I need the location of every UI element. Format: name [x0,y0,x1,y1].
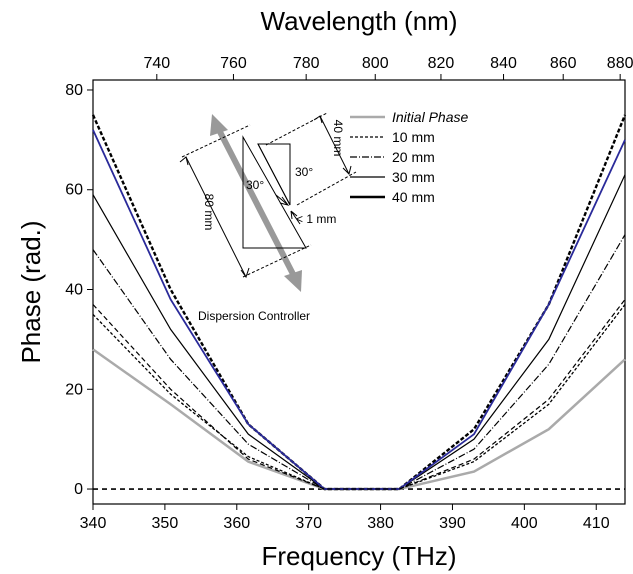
right-prism-edge [257,143,291,206]
series-line-30-mm [92,174,626,490]
plot-frame [92,79,626,505]
top-tick-label: 860 [550,55,577,72]
top-tick-label: 820 [428,55,455,72]
legend-label-10mm: 10 mm [392,129,435,145]
x-tick-label: 350 [152,515,179,532]
label-angle-left: 30° [246,178,264,192]
label-dispersion-controller: Dispersion Controller [198,309,310,323]
dim-80mm-top-extension [181,124,251,158]
y-tick-label: 0 [74,481,83,498]
gap-arrow-lower [290,210,301,225]
x-tick-label: 400 [511,515,538,532]
series-line-unlabeled-5 [92,129,626,490]
gap-arrow-upper [275,194,290,206]
x-tick-label: 340 [80,515,107,532]
dim-80mm-arrow-top [179,156,189,166]
dim-40mm-arrow-bottom [342,165,352,175]
top-tick-label: 840 [490,55,517,72]
y-tick-label: 20 [65,381,83,398]
y-tick-label: 60 [65,182,83,199]
x-axis-ticks: 340 350 360 370 380 390 400 410 [80,504,610,532]
series-line-unlabeled-6 [92,299,626,490]
dispersion-controller-inset: 80 mm 40 mm < 1 mm 30° 30° Dispersion Co… [179,112,357,323]
top-tick-label: 780 [293,55,320,72]
top-tick-label: 800 [362,55,389,72]
y-tick-label: 80 [65,82,83,99]
x-tick-label: 370 [295,515,322,532]
series-line-20-mm [92,234,626,490]
top-tick-label: 760 [220,55,247,72]
dim-40mm-line [319,115,350,175]
label-angle-right: 30° [295,165,313,179]
series-line-initial-phase [92,348,626,491]
top-axis-ticks: 740 760 780 800 820 840 860 880 [143,55,633,80]
top-tick-label: 880 [607,55,633,72]
dim-80mm-arrow-bottom [240,267,250,279]
beam-arrow-head-bottom [284,270,302,292]
label-1mm: < 1 mm [296,212,336,226]
left-prism [242,135,307,249]
dim-80mm-line [185,156,247,278]
beam-arrow-head-top [210,114,228,136]
legend-label-initial-phase: Initial Phase [392,109,468,125]
dim-80mm-bottom-extension [242,244,312,278]
legend: Initial Phase 10 mm 20 mm 30 mm 40 mm [350,109,468,205]
top-tick-label: 740 [143,55,170,72]
label-80mm: 80 mm [202,194,216,231]
beam-arrow-shaft [215,126,298,280]
y-axis-title: Phase (rad.) [16,220,46,363]
legend-label-40mm: 40 mm [392,189,435,205]
x-tick-label: 410 [583,515,610,532]
y-axis-ticks: 0 20 40 60 80 [65,82,93,498]
legend-label-20mm: 20 mm [392,149,435,165]
series-lines [91,114,627,491]
x-tick-label: 390 [439,515,466,532]
x-tick-label: 360 [223,515,250,532]
y-tick-label: 40 [65,282,83,299]
x-tick-label: 380 [367,515,394,532]
dim-40mm-arrow-top [313,115,323,124]
label-40mm: 40 mm [331,120,345,157]
dim-40mm-bottom-extension [296,171,357,206]
bottom-axis-title: Frequency (THz) [261,541,456,571]
legend-label-30mm: 30 mm [392,169,435,185]
top-axis-title: Wavelength (nm) [261,6,458,36]
